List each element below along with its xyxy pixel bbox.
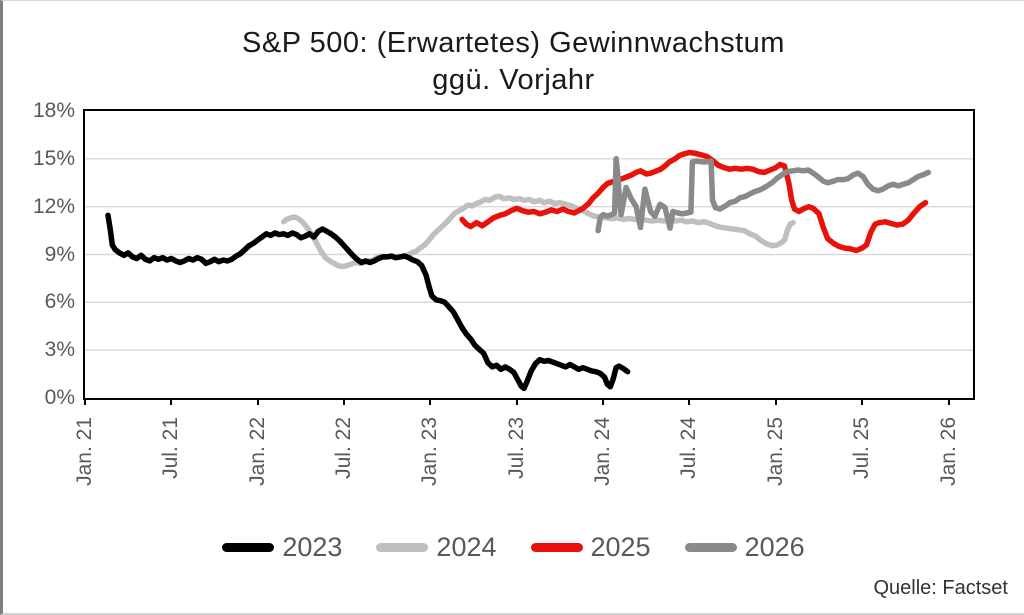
x-axis-label: Jul. 24 xyxy=(677,417,701,479)
legend-swatch-2026 xyxy=(684,543,737,552)
y-axis-label: 3% xyxy=(44,338,75,362)
chart-title-line2: ggü. Vorjahr xyxy=(432,64,595,96)
x-axis-label: Jan. 22 xyxy=(245,417,269,486)
x-axis-tick xyxy=(343,400,346,405)
y-axis-label: 18% xyxy=(32,99,75,122)
plot-area xyxy=(85,149,973,392)
x-axis-label: Jul. 21 xyxy=(159,417,183,479)
x-axis-tick xyxy=(429,400,432,405)
legend-item-2025: 2025 xyxy=(530,532,651,563)
legend-label-2024: 2024 xyxy=(436,532,497,562)
legend: 2023 2024 2025 2026 xyxy=(3,532,1024,563)
x-axis-tick xyxy=(861,400,864,405)
y-axis-label: 9% xyxy=(44,242,75,266)
series-line-2023 xyxy=(105,212,631,392)
y-axis-label: 0% xyxy=(44,386,75,409)
series-line-2025 xyxy=(459,149,929,254)
x-axis-label: Jul. 22 xyxy=(332,417,356,479)
x-axis-label: Jul. 23 xyxy=(504,417,528,479)
x-axis-tick xyxy=(170,400,173,405)
legend-swatch-2025 xyxy=(530,543,583,552)
x-axis-label: Jan. 24 xyxy=(591,417,615,486)
legend-item-2023: 2023 xyxy=(222,532,342,563)
y-axis-label: 12% xyxy=(32,194,75,218)
x-axis-label: Jul. 25 xyxy=(850,417,874,479)
legend-item-2024: 2024 xyxy=(376,532,497,563)
plot-border xyxy=(82,108,975,400)
x-axis-label: Jan. 23 xyxy=(418,417,442,486)
y-axis-label: 6% xyxy=(44,290,75,314)
series-line-2026 xyxy=(595,156,932,234)
x-axis-label: Jan. 26 xyxy=(936,417,960,486)
x-axis-label: Jan. 21 xyxy=(73,417,96,486)
legend-swatch-2024 xyxy=(376,543,429,552)
x-axis-tick xyxy=(602,400,605,405)
x-axis-tick xyxy=(515,400,518,405)
x-axis-tick xyxy=(774,400,777,405)
legend-label-2025: 2025 xyxy=(590,532,651,562)
legend-item-2026: 2026 xyxy=(684,532,805,563)
x-axis-tick xyxy=(84,400,86,405)
x-axis-tick xyxy=(688,400,691,405)
x-axis-tick xyxy=(256,400,259,405)
chart-title: S&P 500: (Erwartetes) Gewinnwachstum ggü… xyxy=(3,25,1024,99)
y-axis-label: 15% xyxy=(32,146,75,170)
chart-title-line1: S&P 500: (Erwartetes) Gewinnwachstum xyxy=(242,27,785,59)
legend-label-2023: 2023 xyxy=(282,532,343,562)
x-axis-label: Jan. 25 xyxy=(763,417,787,486)
legend-swatch-2023 xyxy=(222,543,275,552)
x-axis-tick xyxy=(947,400,950,405)
source-label: Quelle: Factset xyxy=(873,577,1008,599)
legend-label-2026: 2026 xyxy=(744,532,805,562)
